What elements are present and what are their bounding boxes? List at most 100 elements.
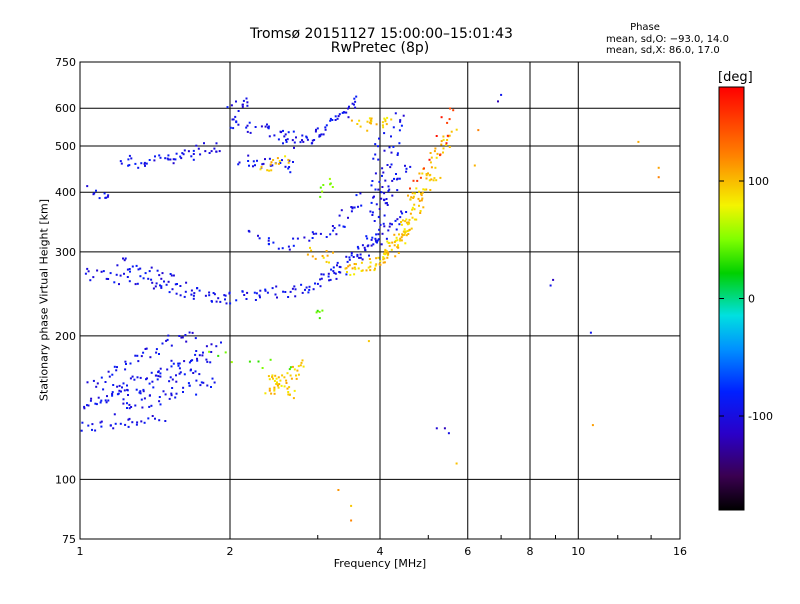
data-point (160, 277, 163, 280)
data-point (403, 230, 406, 233)
data-point (369, 210, 372, 213)
data-point (428, 158, 431, 161)
data-point (87, 424, 90, 427)
data-point (350, 504, 353, 507)
data-point (390, 118, 393, 121)
data-point (107, 278, 110, 280)
data-point (374, 239, 377, 242)
data-point (124, 368, 127, 371)
data-point (248, 230, 251, 233)
data-point (203, 142, 205, 145)
data-point (336, 117, 339, 120)
data-point (252, 160, 255, 163)
data-point (293, 146, 295, 149)
data-point (328, 261, 330, 264)
data-point (278, 160, 281, 162)
data-point (225, 302, 228, 305)
data-point (257, 360, 260, 363)
data-point (430, 156, 433, 159)
data-point (345, 111, 348, 114)
data-point (405, 234, 408, 237)
data-point (350, 252, 353, 254)
data-point (357, 247, 360, 250)
data-point (385, 252, 388, 255)
data-point (276, 157, 279, 160)
data-point (114, 422, 117, 425)
data-point (260, 165, 263, 168)
data-point (157, 371, 160, 374)
data-point (83, 407, 86, 410)
data-point (407, 233, 410, 235)
data-point (404, 230, 407, 233)
data-point (274, 374, 277, 377)
data-point (208, 350, 211, 353)
data-point (213, 293, 216, 296)
data-point (284, 133, 287, 136)
data-point (100, 376, 103, 379)
data-point (100, 425, 103, 428)
data-point (318, 317, 321, 320)
data-point (387, 190, 390, 193)
data-point (128, 268, 131, 270)
data-point (358, 119, 361, 122)
data-point (299, 364, 302, 367)
data-point (386, 256, 389, 259)
data-point (284, 165, 287, 168)
data-point (246, 101, 249, 104)
data-point (299, 141, 302, 144)
data-point (126, 407, 128, 409)
data-point (295, 136, 297, 139)
data-point (375, 203, 378, 206)
data-point (150, 404, 153, 407)
data-point (386, 240, 389, 243)
data-point (308, 239, 311, 242)
data-point (139, 267, 142, 270)
data-point (282, 142, 284, 145)
data-point (379, 223, 382, 226)
data-point (331, 186, 334, 188)
data-point (409, 187, 411, 190)
data-point (367, 340, 370, 343)
data-point (637, 140, 640, 143)
data-point (134, 283, 137, 286)
data-point (192, 297, 195, 300)
data-point (127, 425, 130, 428)
data-point (161, 272, 164, 275)
data-point (267, 125, 270, 128)
data-point (366, 129, 369, 132)
data-point (347, 116, 350, 119)
data-point (347, 107, 349, 110)
data-point (372, 157, 375, 160)
data-point (287, 296, 290, 298)
data-point (134, 162, 137, 165)
data-point (267, 237, 270, 240)
data-point (338, 214, 341, 217)
data-point (354, 106, 357, 109)
data-point (87, 404, 90, 407)
data-point (107, 194, 110, 197)
data-point (368, 254, 370, 257)
data-point (273, 134, 276, 137)
data-point (435, 135, 438, 137)
data-point (180, 336, 183, 339)
data-point (188, 331, 191, 334)
data-point (380, 243, 383, 246)
data-point (285, 140, 288, 143)
data-point (266, 169, 269, 172)
data-point (231, 118, 234, 121)
data-point (312, 232, 315, 235)
data-point (135, 264, 138, 267)
data-point (147, 277, 150, 280)
data-point (404, 220, 407, 223)
data-point (440, 116, 443, 119)
data-point (119, 160, 122, 163)
data-point (167, 280, 170, 283)
data-point (171, 288, 174, 291)
data-point (329, 278, 332, 281)
data-point (403, 233, 406, 236)
data-point (331, 119, 334, 121)
data-point (215, 300, 218, 303)
data-point (346, 271, 348, 273)
data-point (288, 368, 291, 371)
data-point (401, 212, 404, 215)
